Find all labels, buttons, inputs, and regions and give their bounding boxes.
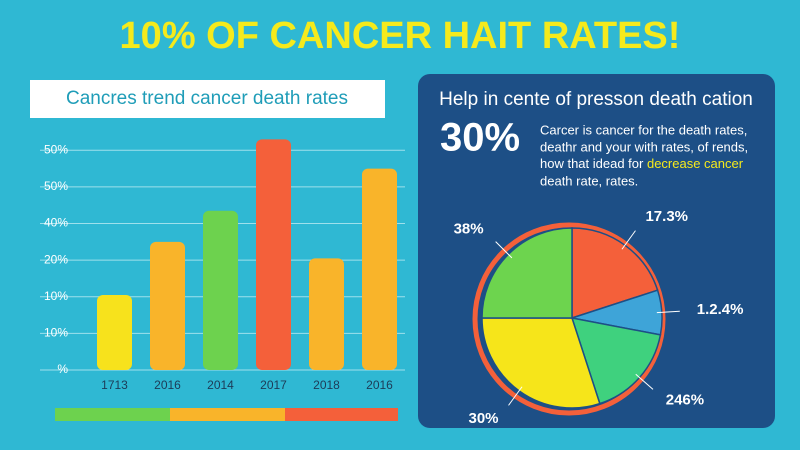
big-number: 30%: [440, 116, 520, 160]
x-tick-label: 2018: [313, 378, 340, 392]
y-tick-label: 20%: [44, 252, 68, 266]
bar: [150, 241, 185, 370]
x-tick-label: 2016: [154, 378, 181, 392]
body-text: Carcer is cancer for the death rates,: [540, 122, 747, 137]
y-tick-label: 10%: [44, 289, 68, 303]
bar: [203, 210, 238, 370]
strip: [170, 408, 285, 421]
chart-title: Cancres trend cancer death rates: [66, 88, 348, 109]
x-tick-label: 2016: [366, 378, 393, 392]
chart-title-box: [30, 80, 385, 118]
bar: [362, 168, 397, 370]
body-text: deathr and your with rates, of rends,: [540, 139, 748, 154]
slice-label: 17.3%: [645, 208, 688, 225]
y-tick-label: 50%: [44, 142, 68, 156]
body-text: death rate, rates.: [540, 173, 638, 188]
page-title: 10% OF CANCER HAIT RATES!: [120, 15, 681, 57]
x-tick-label: 2017: [260, 378, 287, 392]
bar: [97, 294, 132, 370]
x-tick-label: 1713: [101, 378, 128, 392]
bar: [309, 258, 344, 370]
slice-label: 30%: [468, 410, 498, 427]
leader-line: [635, 373, 654, 390]
strip: [285, 408, 398, 421]
pie-ring: [472, 222, 666, 416]
y-tick-label: 50%: [44, 179, 68, 193]
panel-title: Help in cente of presson death cation: [439, 89, 753, 110]
y-tick-label: 40%: [44, 216, 68, 230]
leader-line: [508, 386, 523, 406]
y-tick-label: %: [57, 362, 68, 376]
y-tick-label: 10%: [44, 326, 68, 340]
body-highlight: decrease cancer: [647, 156, 744, 171]
leader-line: [621, 230, 636, 250]
body-text: how that idead for: [540, 156, 647, 171]
body-text: how that idead for decrease cancer: [540, 156, 744, 171]
x-tick-label: 2014: [207, 378, 234, 392]
leader-line: [656, 310, 680, 314]
slice-label: 1.2.4%: [697, 301, 744, 318]
strip: [55, 408, 170, 421]
bar: [256, 139, 291, 370]
slice-label: 246%: [666, 392, 704, 409]
leader-line: [495, 241, 513, 259]
slice-label: 38%: [454, 221, 484, 238]
